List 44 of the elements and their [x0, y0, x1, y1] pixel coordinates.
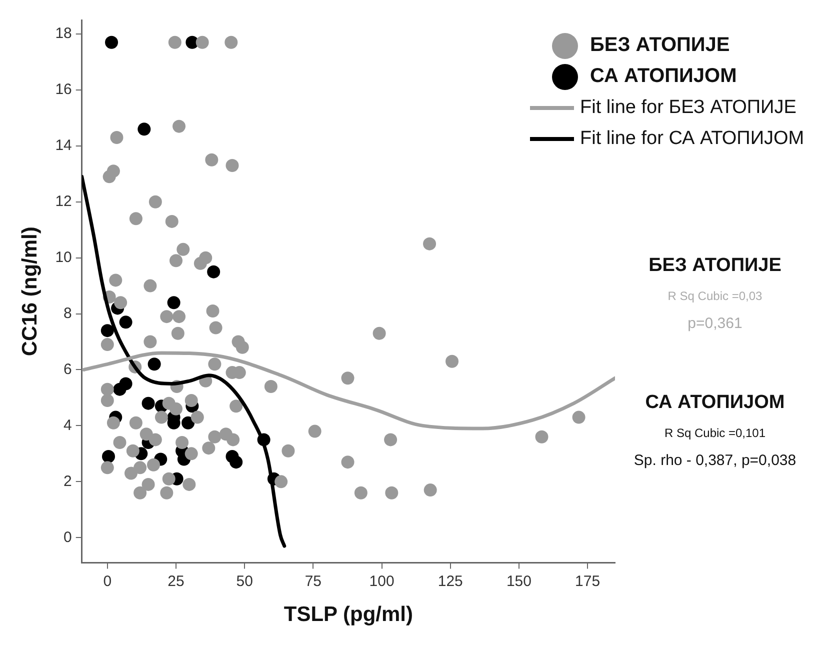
point [167, 296, 180, 310]
y-tick-label: 12 [55, 193, 72, 210]
y-tick-label: 0 [64, 528, 72, 546]
text: БЕЗ АТОПИЈЕ [648, 255, 782, 277]
y-axis-title: CC16 (ng/ml) [18, 226, 42, 356]
point [113, 382, 126, 396]
point [207, 265, 220, 278]
legend-label: СА АТОПИЈОМ [590, 65, 737, 88]
text: Sp. rho - 0,387, p=0,038 [632, 452, 798, 469]
point [119, 316, 132, 329]
point [105, 36, 118, 49]
x-tick-label: 125 [438, 572, 463, 590]
text: p=0,361 [686, 315, 744, 332]
legend-label: Fit line for СА АТОПИЈОМ [580, 128, 804, 150]
point [100, 324, 114, 338]
x-tick-label: 100 [369, 572, 394, 590]
text: R Sq Cubic =0,03 [666, 289, 764, 303]
point [102, 450, 115, 463]
x-tick-label: 175 [575, 572, 600, 590]
y-tick-label: 4 [64, 416, 72, 434]
x-tick-label: 0 [103, 572, 112, 590]
point [182, 416, 195, 430]
y-tick-label: 2 [64, 472, 72, 490]
line-series [82, 174, 286, 548]
x-tick-label: 75 [304, 572, 322, 590]
text: R Sq Cubic =0,101 [663, 426, 767, 440]
point [142, 396, 155, 410]
line-series [82, 351, 615, 430]
y-tick-label: 10 [55, 248, 72, 266]
y-tick-label: 16 [55, 81, 72, 98]
y-tick-label: 6 [64, 360, 72, 378]
y-tick-label: 14 [55, 137, 72, 154]
y-tick-label: 18 [55, 25, 72, 42]
legend-label: Fit line for БЕЗ АТОПИЈЕ [580, 96, 796, 118]
y-tick-label: 8 [64, 304, 72, 322]
legend-label: БЕЗ АТОПИЈЕ [590, 34, 730, 57]
x-tick-label: 150 [506, 572, 532, 590]
text: СА АТОПИЈОМ [644, 392, 786, 414]
x-tick-label: 50 [236, 572, 253, 590]
x-axis-title: TSLP (pg/ml) [284, 603, 413, 626]
point [138, 122, 151, 136]
x-tick-label: 25 [168, 572, 184, 590]
point [148, 358, 161, 371]
point [230, 456, 243, 469]
